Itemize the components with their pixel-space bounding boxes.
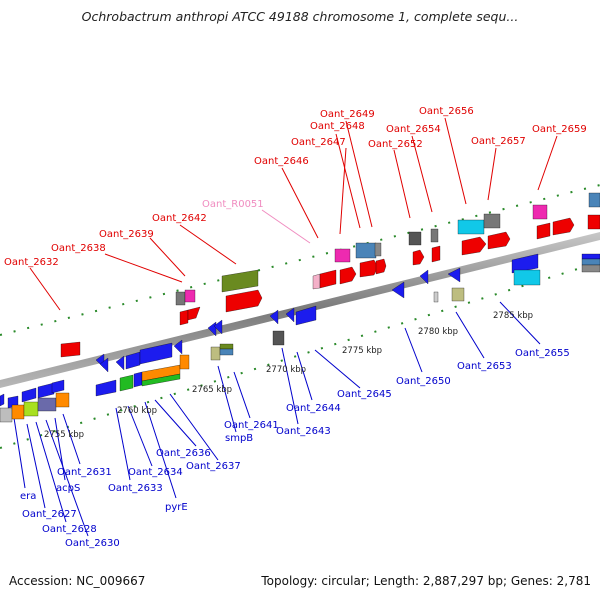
top-gene-labels: Oant_2632 Oant_2638 Oant_2639 Oant_2642 … bbox=[4, 106, 587, 268]
gene-label: Oant_2653 bbox=[457, 361, 512, 372]
tick-label: 2780 kbp bbox=[418, 327, 458, 337]
gene-label: Oant_2634 bbox=[128, 467, 183, 478]
gene-label: Oant_2630 bbox=[65, 538, 120, 549]
tick-label: 2760 kbp bbox=[117, 406, 157, 416]
tick-label: 2770 kbp bbox=[266, 365, 306, 375]
leader-lines bbox=[13, 117, 558, 537]
tick-label: 2785 kbp bbox=[493, 311, 533, 321]
accession-text: Accession: NC_009667 bbox=[9, 574, 146, 588]
map-title: Ochrobactrum anthropi ATCC 49188 chromos… bbox=[81, 9, 519, 24]
gene-label: Oant_2642 bbox=[152, 213, 207, 224]
gene-label: Oant_2649 bbox=[320, 109, 375, 120]
gene-label: Oant_2650 bbox=[396, 376, 451, 387]
forward-guide-line bbox=[0, 184, 600, 336]
gene-label: Oant_2633 bbox=[108, 483, 163, 494]
gene-label: Oant_2657 bbox=[471, 136, 526, 147]
gene-label: Oant_2652 bbox=[368, 139, 423, 150]
tick-label: 2765 kbp bbox=[192, 385, 232, 395]
gene-label: smpB bbox=[225, 433, 253, 444]
gene-label: Oant_2648 bbox=[310, 121, 365, 132]
gene-label: Oant_R0051 bbox=[202, 199, 264, 210]
gene-label: Oant_2639 bbox=[99, 229, 154, 240]
gene-label: Oant_2641 bbox=[224, 420, 279, 431]
gene-label: Oant_2627 bbox=[22, 509, 77, 520]
gene-label: Oant_2654 bbox=[386, 124, 441, 135]
tick-labels: 2755 kbp 2760 kbp 2765 kbp 2770 kbp 2775… bbox=[44, 311, 533, 440]
reverse-guide-line bbox=[0, 261, 600, 449]
gene-label: Oant_2646 bbox=[254, 156, 309, 167]
gene-label: Oant_2628 bbox=[42, 524, 97, 535]
gene-label: Oant_2632 bbox=[4, 257, 59, 268]
tick-label: 2775 kbp bbox=[342, 346, 382, 356]
tick-label: 2755 kbp bbox=[44, 430, 84, 440]
gene-label: pyrE bbox=[165, 502, 188, 513]
gene-label: Oant_2656 bbox=[419, 106, 474, 117]
gene-label: Oant_2645 bbox=[337, 389, 392, 400]
reverse-genes bbox=[0, 253, 600, 423]
gene-label: Oant_2655 bbox=[515, 348, 570, 359]
gene-label: Oant_2643 bbox=[276, 426, 331, 437]
gene-label: Oant_2647 bbox=[291, 137, 346, 148]
gene-label: Oant_2631 bbox=[57, 467, 112, 478]
gene-label: Oant_2659 bbox=[532, 124, 587, 135]
summary-text: Topology: circular; Length: 2,887,297 bp… bbox=[261, 574, 591, 588]
gene-label: Oant_2636 bbox=[156, 448, 211, 459]
bottom-gene-labels: era Oant_2627 Oant_2628 Oant_2630 acpS O… bbox=[20, 348, 570, 549]
gene-label: Oant_2637 bbox=[186, 461, 241, 472]
gene-label: acpS bbox=[56, 483, 80, 494]
forward-genes bbox=[60, 192, 600, 358]
gene-label: Oant_2638 bbox=[51, 243, 106, 254]
gene-label: era bbox=[20, 491, 36, 502]
gene-label: Oant_2644 bbox=[286, 403, 341, 414]
